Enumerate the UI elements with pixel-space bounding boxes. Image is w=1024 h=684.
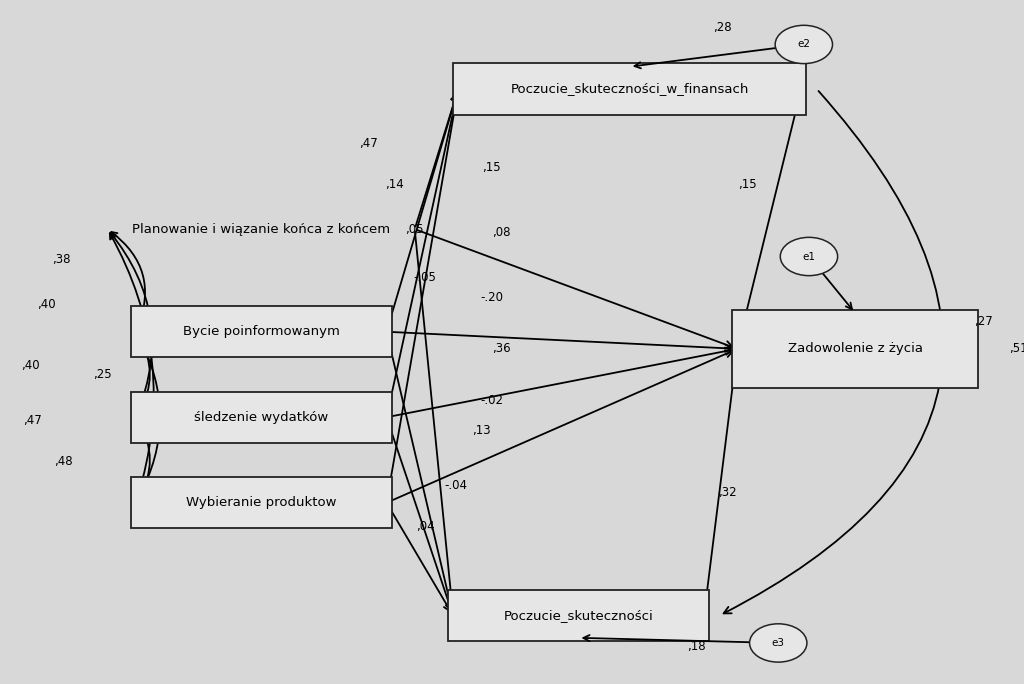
Text: ,05: ,05 bbox=[406, 222, 424, 236]
Text: Bycie poinformowanym: Bycie poinformowanym bbox=[182, 325, 340, 339]
Text: -.20: -.20 bbox=[480, 291, 503, 304]
FancyArrowPatch shape bbox=[389, 347, 732, 417]
Text: e1: e1 bbox=[803, 252, 815, 261]
Text: ,47: ,47 bbox=[24, 414, 42, 428]
FancyArrowPatch shape bbox=[387, 94, 459, 329]
FancyBboxPatch shape bbox=[131, 306, 391, 357]
FancyArrowPatch shape bbox=[387, 334, 454, 611]
Text: ,36: ,36 bbox=[493, 342, 511, 356]
FancyArrowPatch shape bbox=[584, 635, 775, 643]
Text: ,15: ,15 bbox=[738, 178, 757, 192]
FancyBboxPatch shape bbox=[453, 64, 807, 114]
Text: Zadowolenie z życia: Zadowolenie z życia bbox=[787, 342, 923, 356]
FancyArrowPatch shape bbox=[416, 94, 458, 226]
FancyArrowPatch shape bbox=[724, 91, 943, 614]
Text: Poczucie_skuteczności_w_finansach: Poczucie_skuteczności_w_finansach bbox=[511, 82, 749, 96]
Text: Poczucie_skuteczności: Poczucie_skuteczności bbox=[504, 609, 653, 622]
Circle shape bbox=[750, 624, 807, 662]
FancyArrowPatch shape bbox=[389, 350, 733, 501]
FancyBboxPatch shape bbox=[131, 477, 391, 528]
Text: ,32: ,32 bbox=[718, 486, 736, 499]
FancyArrowPatch shape bbox=[388, 505, 451, 611]
Text: ,28: ,28 bbox=[713, 21, 731, 34]
FancyBboxPatch shape bbox=[447, 590, 709, 642]
FancyArrowPatch shape bbox=[635, 45, 801, 68]
FancyArrowPatch shape bbox=[138, 336, 160, 499]
FancyBboxPatch shape bbox=[732, 309, 978, 389]
FancyBboxPatch shape bbox=[131, 391, 391, 443]
FancyArrowPatch shape bbox=[415, 232, 456, 611]
FancyArrowPatch shape bbox=[111, 233, 152, 413]
Text: ,14: ,14 bbox=[385, 178, 403, 192]
FancyArrowPatch shape bbox=[387, 420, 453, 611]
Text: ,13: ,13 bbox=[472, 424, 490, 438]
Text: ,38: ,38 bbox=[52, 253, 71, 267]
Text: Wybieranie produktow: Wybieranie produktow bbox=[186, 496, 336, 510]
Text: ,04: ,04 bbox=[416, 520, 434, 534]
Text: ,40: ,40 bbox=[37, 298, 55, 311]
FancyArrowPatch shape bbox=[389, 332, 732, 352]
FancyArrowPatch shape bbox=[387, 94, 460, 500]
Text: Planowanie i wiązanie końca z końcem: Planowanie i wiązanie końca z końcem bbox=[132, 222, 390, 236]
Text: ,27: ,27 bbox=[974, 315, 992, 328]
Text: ,40: ,40 bbox=[22, 359, 40, 373]
FancyArrowPatch shape bbox=[138, 336, 150, 413]
FancyArrowPatch shape bbox=[705, 354, 739, 613]
Circle shape bbox=[780, 237, 838, 276]
Text: śledzenie wydatków: śledzenie wydatków bbox=[194, 410, 329, 424]
Text: ,25: ,25 bbox=[93, 367, 112, 381]
Text: ,47: ,47 bbox=[359, 137, 378, 150]
FancyArrowPatch shape bbox=[811, 259, 852, 309]
FancyArrowPatch shape bbox=[138, 421, 150, 499]
Text: -.02: -.02 bbox=[480, 393, 503, 407]
FancyArrowPatch shape bbox=[110, 233, 154, 498]
Circle shape bbox=[775, 25, 833, 64]
Text: ,15: ,15 bbox=[482, 161, 501, 174]
Text: ,51: ,51 bbox=[1010, 342, 1024, 356]
Text: e2: e2 bbox=[798, 40, 810, 49]
Text: e3: e3 bbox=[772, 638, 784, 648]
FancyArrowPatch shape bbox=[736, 92, 801, 344]
Text: -.05: -.05 bbox=[414, 270, 436, 284]
Text: ,48: ,48 bbox=[54, 455, 73, 469]
FancyArrowPatch shape bbox=[418, 230, 733, 348]
Text: -.04: -.04 bbox=[444, 479, 467, 492]
Text: ,08: ,08 bbox=[493, 226, 511, 239]
Text: ,18: ,18 bbox=[687, 640, 706, 653]
FancyArrowPatch shape bbox=[387, 94, 459, 415]
FancyArrowPatch shape bbox=[112, 232, 145, 328]
